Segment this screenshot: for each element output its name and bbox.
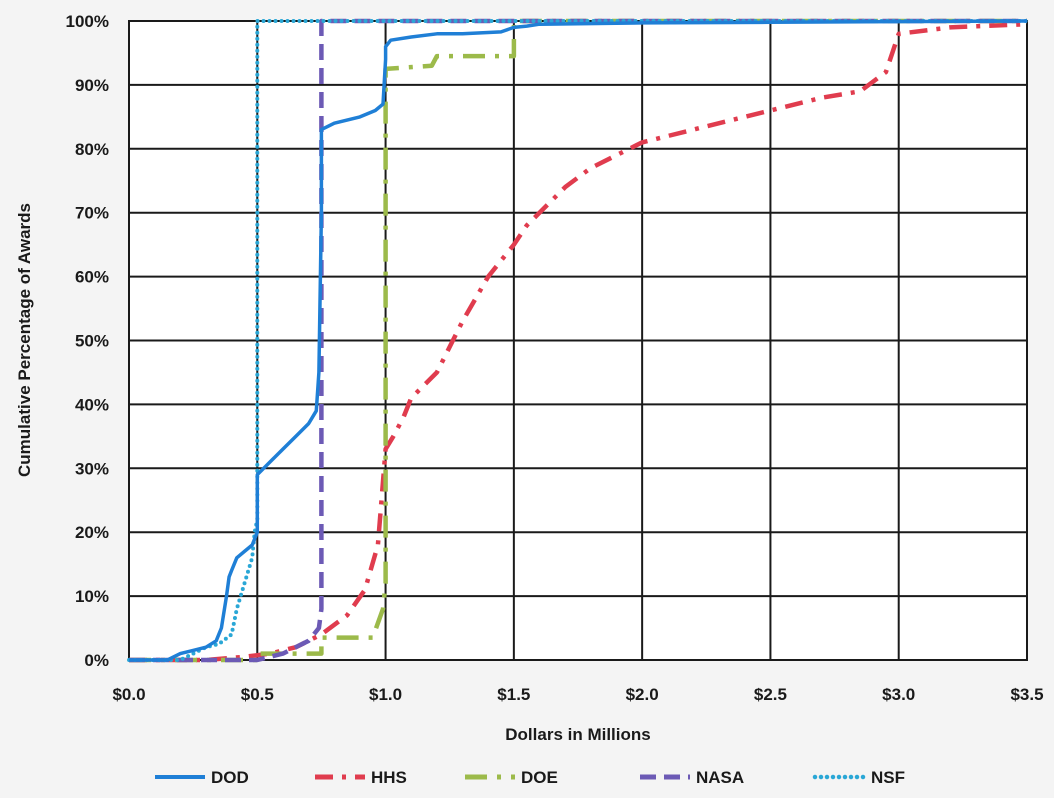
y-tick-label: 30%: [75, 459, 109, 478]
series-line-hhs: [129, 21, 1028, 663]
legend: DOD HHS DOE NASA NSF: [155, 768, 905, 787]
legend-label-nsf: NSF: [871, 768, 905, 787]
x-tick-label: $3.5: [1010, 685, 1043, 704]
x-tick-label: $2.5: [754, 685, 787, 704]
legend-label-nasa: NASA: [696, 768, 744, 787]
legend-label-dod: DOD: [211, 768, 249, 787]
x-tick-label: $0.5: [241, 685, 274, 704]
legend-label-doe: DOE: [521, 768, 558, 787]
x-tick-label: $3.0: [882, 685, 915, 704]
grid-lines: [128, 20, 1028, 661]
y-axis-label: Cumulative Percentage of Awards: [15, 203, 34, 477]
x-tick-label: $0.0: [112, 685, 145, 704]
y-tick-label: 100%: [66, 12, 109, 31]
x-tick-labels: $0.0 $0.5 $1.0 $1.5 $2.0 $2.5 $3.0 $3.5: [112, 685, 1043, 704]
legend-label-hhs: HHS: [371, 768, 407, 787]
y-tick-label: 0%: [84, 651, 109, 670]
y-tick-label: 90%: [75, 76, 109, 95]
series-line-nasa: [129, 18, 1027, 663]
x-tick-label: $1.5: [497, 685, 530, 704]
y-tick-labels: 0% 10% 20% 30% 40% 50% 60% 70% 80% 90% 100%: [66, 12, 109, 670]
y-tick-label: 80%: [75, 140, 109, 159]
x-tick-label: $1.0: [369, 685, 402, 704]
y-tick-label: 70%: [75, 204, 109, 223]
x-tick-label: $2.0: [626, 685, 659, 704]
y-tick-label: 60%: [75, 268, 109, 287]
y-tick-label: 20%: [75, 523, 109, 542]
series-layer: [127, 18, 1029, 663]
y-tick-label: 50%: [75, 332, 109, 351]
series-line-dod: [129, 19, 1028, 662]
y-tick-label: 40%: [75, 395, 109, 414]
x-axis-label: Dollars in Millions: [505, 725, 650, 744]
series-line-nsf: [127, 19, 1029, 662]
y-tick-label: 10%: [75, 587, 109, 606]
